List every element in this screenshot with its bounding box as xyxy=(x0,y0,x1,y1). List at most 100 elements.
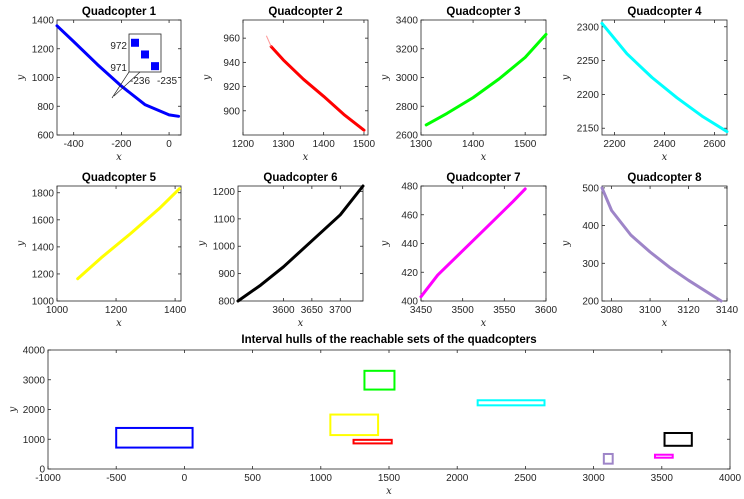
y-tick-label: 1100 xyxy=(213,214,235,225)
y-tick-label: 2000 xyxy=(23,405,46,416)
x-tick-label: 4000 xyxy=(719,473,742,484)
x-tick-label: 2400 xyxy=(653,139,676,150)
y-tick-label: 2150 xyxy=(577,124,600,135)
y-tick-label: 3400 xyxy=(396,16,419,27)
y-tick-label: 300 xyxy=(582,259,599,270)
y-tick-label: 800 xyxy=(218,297,235,308)
inset-y-tick-label: 972 xyxy=(110,41,127,52)
y-axis-label: y xyxy=(380,74,391,81)
x-tick-label: 0 xyxy=(182,473,188,484)
x-tick-label: 1500 xyxy=(378,473,401,484)
y-tick-label: 2200 xyxy=(577,90,600,101)
y-tick-label: 1400 xyxy=(32,16,55,27)
chart-title: Interval hulls of the reachable sets of … xyxy=(241,334,536,346)
interval-hull xyxy=(602,452,614,465)
y-axis-label: y xyxy=(561,74,572,81)
x-axis-label: x xyxy=(386,486,392,497)
y-tick-label: 1000 xyxy=(32,297,55,308)
y-axis-label: y xyxy=(561,240,572,247)
x-tick-label: -400 xyxy=(64,139,84,150)
y-tick-label: 1200 xyxy=(213,187,236,198)
x-axis-label: x xyxy=(481,152,487,163)
x-axis-label: x xyxy=(116,318,122,329)
x-tick-label: -1000 xyxy=(35,473,61,484)
chart-title: Quadcopter 1 xyxy=(82,6,157,18)
interval-hull xyxy=(363,369,396,391)
y-tick-label: 900 xyxy=(223,106,240,117)
series-line xyxy=(424,32,548,127)
series-line xyxy=(419,187,527,299)
x-tick-label: 1500 xyxy=(514,139,537,150)
x-tick-label: 3500 xyxy=(452,305,475,316)
interval-hull xyxy=(653,453,674,459)
x-tick-label: 3120 xyxy=(677,305,700,316)
y-tick-label: 1000 xyxy=(23,435,46,446)
x-tick-label: 3700 xyxy=(329,305,352,316)
y-tick-label: 3200 xyxy=(396,44,419,55)
y-tick-label: 1400 xyxy=(32,242,55,253)
x-tick-label: 1500 xyxy=(353,139,376,150)
series-line-extension xyxy=(265,35,272,47)
x-tick-label: 2500 xyxy=(514,473,537,484)
plot-area-4 xyxy=(601,19,728,136)
y-tick-label: 900 xyxy=(218,269,235,280)
x-tick-label: 1400 xyxy=(313,139,336,150)
y-tick-label: 920 xyxy=(223,82,240,93)
x-tick-label: -200 xyxy=(111,139,131,150)
plot-area-9 xyxy=(47,349,731,470)
y-tick-label: 2250 xyxy=(577,56,600,67)
y-tick-label: 1000 xyxy=(213,242,236,253)
plot-area-6 xyxy=(237,185,364,302)
x-tick-label: 3500 xyxy=(651,473,674,484)
y-tick-label: 960 xyxy=(223,34,240,45)
x-axis-label: x xyxy=(303,152,309,163)
series-line xyxy=(600,186,723,303)
y-tick-label: 480 xyxy=(401,182,418,193)
series-line xyxy=(236,184,365,303)
x-tick-label: 1000 xyxy=(46,305,69,316)
inset-connector xyxy=(113,71,141,97)
inset-x-tick-label: -235 xyxy=(157,76,177,87)
interval-hull xyxy=(352,438,393,445)
x-tick-label: 3140 xyxy=(716,305,739,316)
x-tick-label: 1200 xyxy=(232,139,255,150)
series-line xyxy=(55,24,181,118)
y-tick-label: 460 xyxy=(401,210,418,221)
x-tick-label: 3000 xyxy=(582,473,605,484)
interval-hull xyxy=(115,426,194,449)
inset-point xyxy=(131,38,139,47)
x-tick-label: 1400 xyxy=(462,139,485,150)
inset-x-tick-label: -236 xyxy=(130,76,150,87)
y-axis-label: y xyxy=(16,240,27,247)
inset-point xyxy=(151,62,159,71)
x-tick-label: 3080 xyxy=(600,305,623,316)
y-tick-label: 440 xyxy=(401,239,418,250)
y-tick-label: 1200 xyxy=(32,269,55,280)
y-tick-label: 1600 xyxy=(32,215,55,226)
chart-title: Quadcopter 5 xyxy=(82,172,157,184)
plot-area-2 xyxy=(242,19,369,136)
y-tick-label: 0 xyxy=(39,465,45,476)
chart-title: Quadcopter 3 xyxy=(446,6,520,18)
y-tick-label: 420 xyxy=(401,268,418,279)
y-tick-label: 1000 xyxy=(32,73,55,84)
plot-area-7 xyxy=(420,185,547,302)
chart-title: Quadcopter 6 xyxy=(263,172,337,184)
x-tick-label: 3600 xyxy=(272,305,295,316)
y-tick-label: 2800 xyxy=(396,102,419,113)
x-tick-label: 500 xyxy=(244,473,261,484)
series-line xyxy=(76,187,181,281)
inset-point xyxy=(141,50,149,59)
y-axis-label: y xyxy=(16,74,27,81)
chart-title: Quadcopter 4 xyxy=(627,6,702,18)
chart-title: Quadcopter 2 xyxy=(268,6,342,18)
interval-hull xyxy=(329,413,380,437)
y-tick-label: 3000 xyxy=(23,375,46,386)
series-line xyxy=(600,21,729,134)
chart-title: Quadcopter 8 xyxy=(627,172,702,184)
x-tick-label: 3650 xyxy=(301,305,324,316)
y-axis-label: y xyxy=(380,240,391,247)
x-tick-label: 2000 xyxy=(446,473,469,484)
x-axis-label: x xyxy=(662,318,668,329)
